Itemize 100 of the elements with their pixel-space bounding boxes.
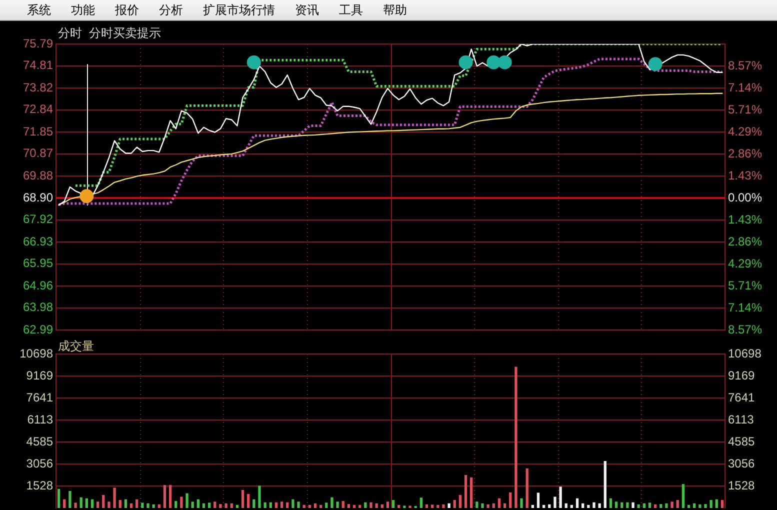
bar: [470, 477, 473, 508]
bar: [90, 499, 94, 508]
bar: [715, 499, 718, 508]
bar: [576, 498, 579, 508]
bar: [614, 502, 618, 508]
bar: [63, 499, 66, 508]
bar: [68, 490, 72, 508]
bar: [542, 504, 546, 508]
bar: [665, 503, 668, 508]
bar: [380, 504, 384, 508]
bar: [693, 503, 696, 508]
bar: [559, 486, 562, 508]
bar: [648, 502, 652, 508]
y2-tick-label: 3056: [728, 456, 756, 470]
y2-tick-label: 7641: [728, 390, 756, 404]
bar: [392, 500, 395, 508]
bar: [236, 504, 239, 508]
y-tick-label: 1528: [26, 478, 54, 492]
bar: [124, 499, 128, 508]
bar: [682, 484, 685, 508]
bar: [398, 504, 400, 508]
bar: [592, 502, 596, 508]
bar: [570, 504, 574, 508]
bar: [74, 502, 77, 508]
bar: [152, 504, 155, 508]
bar: [158, 504, 160, 508]
bar: [548, 504, 551, 508]
bar: [564, 503, 568, 508]
bar: [503, 503, 506, 508]
bar: [214, 502, 216, 508]
y-tick-label: 7641: [26, 390, 54, 404]
bar: [85, 498, 88, 508]
bar: [302, 504, 306, 508]
bar: [598, 503, 601, 508]
bar: [219, 504, 222, 508]
bar: [258, 486, 261, 508]
y2-tick-label: 6113: [728, 412, 754, 426]
bar: [113, 488, 116, 508]
bar: [442, 504, 445, 508]
bar: [642, 503, 646, 508]
bar: [163, 485, 166, 508]
bar: [118, 500, 122, 508]
y2-tick-label: 1528: [728, 478, 756, 492]
bar: [698, 504, 702, 508]
bar: [141, 502, 144, 508]
bar: [241, 490, 244, 508]
bar: [102, 495, 105, 508]
y2-tick-label: 4585: [728, 434, 756, 448]
bar: [330, 497, 334, 508]
y-tick-label: 6113: [27, 412, 54, 426]
bar: [520, 498, 523, 508]
bar: [509, 492, 512, 508]
bar: [292, 499, 294, 508]
bar: [180, 496, 183, 508]
bar: [191, 502, 194, 508]
bar: [108, 502, 110, 508]
bar: [637, 504, 640, 508]
bar: [208, 502, 211, 508]
bar: [654, 504, 657, 508]
bar: [430, 504, 434, 508]
bar: [80, 497, 82, 508]
bar: [370, 502, 372, 508]
bar: [314, 503, 317, 508]
y-tick-label: 10698: [20, 346, 54, 360]
bar: [174, 501, 178, 508]
bar: [720, 500, 724, 508]
bar: [319, 504, 322, 508]
bar: [342, 501, 344, 508]
bar: [347, 504, 350, 508]
bar: [632, 502, 634, 508]
bar: [386, 502, 390, 508]
bar: [526, 468, 528, 508]
bar: [196, 499, 200, 508]
bar: [202, 503, 206, 508]
bar: [136, 499, 138, 508]
bar: [448, 503, 450, 508]
bar: [582, 503, 584, 508]
bar: [436, 504, 440, 508]
bar: [464, 474, 468, 508]
chart-title: 成交量: [58, 339, 94, 353]
bar: [269, 502, 272, 508]
bar: [336, 502, 339, 508]
bar: [364, 502, 367, 508]
bar: [224, 503, 228, 508]
bar: [609, 498, 612, 508]
bar: [130, 503, 133, 508]
bar: [626, 502, 629, 508]
bar: [358, 504, 362, 508]
bar: [264, 502, 266, 508]
y2-tick-label: 9169: [728, 368, 756, 382]
bar: [476, 502, 478, 508]
y-tick-label: 4585: [26, 434, 54, 448]
bar: [687, 504, 690, 508]
bar: [420, 498, 422, 508]
bar: [325, 502, 328, 508]
bar: [425, 504, 428, 508]
bar: [375, 503, 378, 508]
bar: [620, 502, 624, 508]
bar: [280, 502, 284, 508]
bar: [453, 500, 456, 508]
